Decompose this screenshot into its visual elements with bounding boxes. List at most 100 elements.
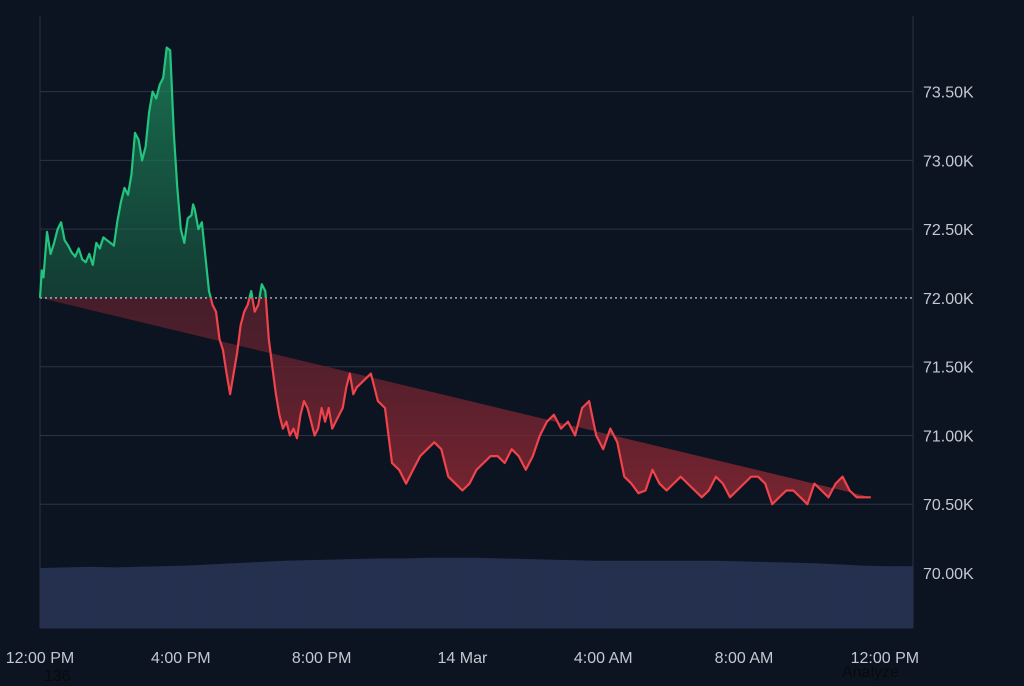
volume-bar (319, 559, 325, 628)
volume-bar (284, 560, 290, 628)
volume-bar (294, 560, 300, 628)
volume-bar (334, 559, 340, 628)
volume-bar (638, 560, 645, 628)
volume-bar (439, 557, 445, 628)
volume-bar (169, 565, 176, 628)
y-tick-label: 72.00K (923, 291, 974, 308)
volume-bar (568, 560, 575, 628)
volume-bar (633, 560, 640, 628)
volume-bar (543, 559, 550, 628)
volume-bar (833, 564, 839, 628)
volume-bar (139, 566, 146, 628)
volume-bar (74, 567, 81, 628)
volume-bar (444, 557, 450, 628)
volume-bar (289, 560, 295, 628)
volume-bar (89, 566, 96, 628)
volume-bar (214, 564, 220, 628)
volume-bar (703, 560, 709, 628)
volume-bar (329, 559, 335, 628)
volume-bar (364, 558, 370, 628)
volume-bar (159, 566, 166, 628)
volume-bar (768, 562, 774, 628)
volume-bar (144, 566, 151, 628)
volume-bar (858, 565, 864, 628)
volume-bar (299, 560, 305, 628)
volume-bar (324, 559, 330, 628)
volume-bar (513, 558, 520, 628)
volume-bar (658, 560, 664, 628)
volume-bar (114, 567, 121, 628)
volume-bar (174, 565, 181, 628)
volume-bar (64, 567, 71, 628)
x-tick-label: 4:00 AM (574, 650, 633, 667)
volume-bar (558, 559, 565, 628)
volume-bar (84, 566, 91, 628)
volume-bar (738, 561, 744, 628)
volume-bar (903, 566, 909, 628)
volume-bar (823, 563, 829, 628)
volume-bar (883, 566, 889, 628)
volume-bar (773, 562, 779, 628)
volume-bar (548, 559, 555, 628)
volume-bar (733, 561, 739, 628)
volume-bar (713, 560, 719, 628)
y-tick-label: 72.50K (923, 222, 974, 239)
volume-bar (79, 567, 86, 628)
volume-bar (379, 558, 385, 628)
volume-bar (563, 560, 570, 628)
volume-bar (718, 560, 724, 628)
volume-bar (828, 564, 834, 628)
volume-bar (99, 567, 106, 628)
analyze-label[interactable]: Analyze (842, 664, 899, 681)
volume-bar (678, 560, 684, 628)
volume-bar (723, 561, 729, 628)
y-tick-label: 71.50K (923, 360, 974, 377)
volume-bar (493, 558, 500, 628)
volume-bar (528, 559, 535, 628)
volume-bar (134, 566, 141, 628)
volume-bar (359, 558, 365, 628)
volume-bar (793, 562, 799, 628)
volume-bar (863, 565, 869, 628)
volume-bar (503, 558, 510, 628)
x-tick-label: 8:00 PM (292, 650, 352, 667)
volume-bar (279, 560, 285, 628)
volume-bar (573, 560, 580, 628)
volume-bar (224, 563, 230, 628)
price-line-up (38, 46, 267, 298)
y-tick-label: 71.00K (923, 428, 974, 445)
y-axis: 70.00K 70.50K 71.00K 71.50K 72.00K 72.50K 73.0… (923, 85, 974, 583)
volume-bar (783, 562, 789, 628)
volume-bar (354, 558, 360, 628)
volume-bar (464, 557, 470, 628)
volume-bar (653, 560, 659, 628)
volume-bar (304, 560, 310, 628)
volume-bar (728, 561, 734, 628)
volume-bar (109, 567, 116, 628)
volume-bar (209, 564, 215, 628)
volume-bar (623, 560, 630, 628)
volume-bar (339, 559, 345, 628)
y-tick-label: 70.50K (923, 497, 974, 514)
volume-bar (538, 559, 545, 628)
price-area (40, 47, 871, 505)
volume-bar (459, 557, 465, 628)
volume-bar (44, 567, 51, 628)
volume-bar (498, 558, 505, 628)
volume-bar (628, 560, 635, 628)
volume-bar (898, 566, 904, 628)
volume-bar (483, 558, 490, 628)
volume-bar (518, 558, 525, 628)
volume-bar (663, 560, 669, 628)
volume-bar (908, 566, 914, 628)
volume-bar (708, 560, 714, 628)
volume-bar (848, 565, 854, 628)
volume-bar (578, 560, 585, 628)
volume-bar (748, 561, 754, 628)
x-tick-label: 8:00 AM (715, 650, 774, 667)
volume-bar (314, 559, 320, 628)
volume-bar (588, 560, 595, 628)
volume-bar (469, 557, 475, 628)
area-below-baseline (40, 297, 871, 505)
